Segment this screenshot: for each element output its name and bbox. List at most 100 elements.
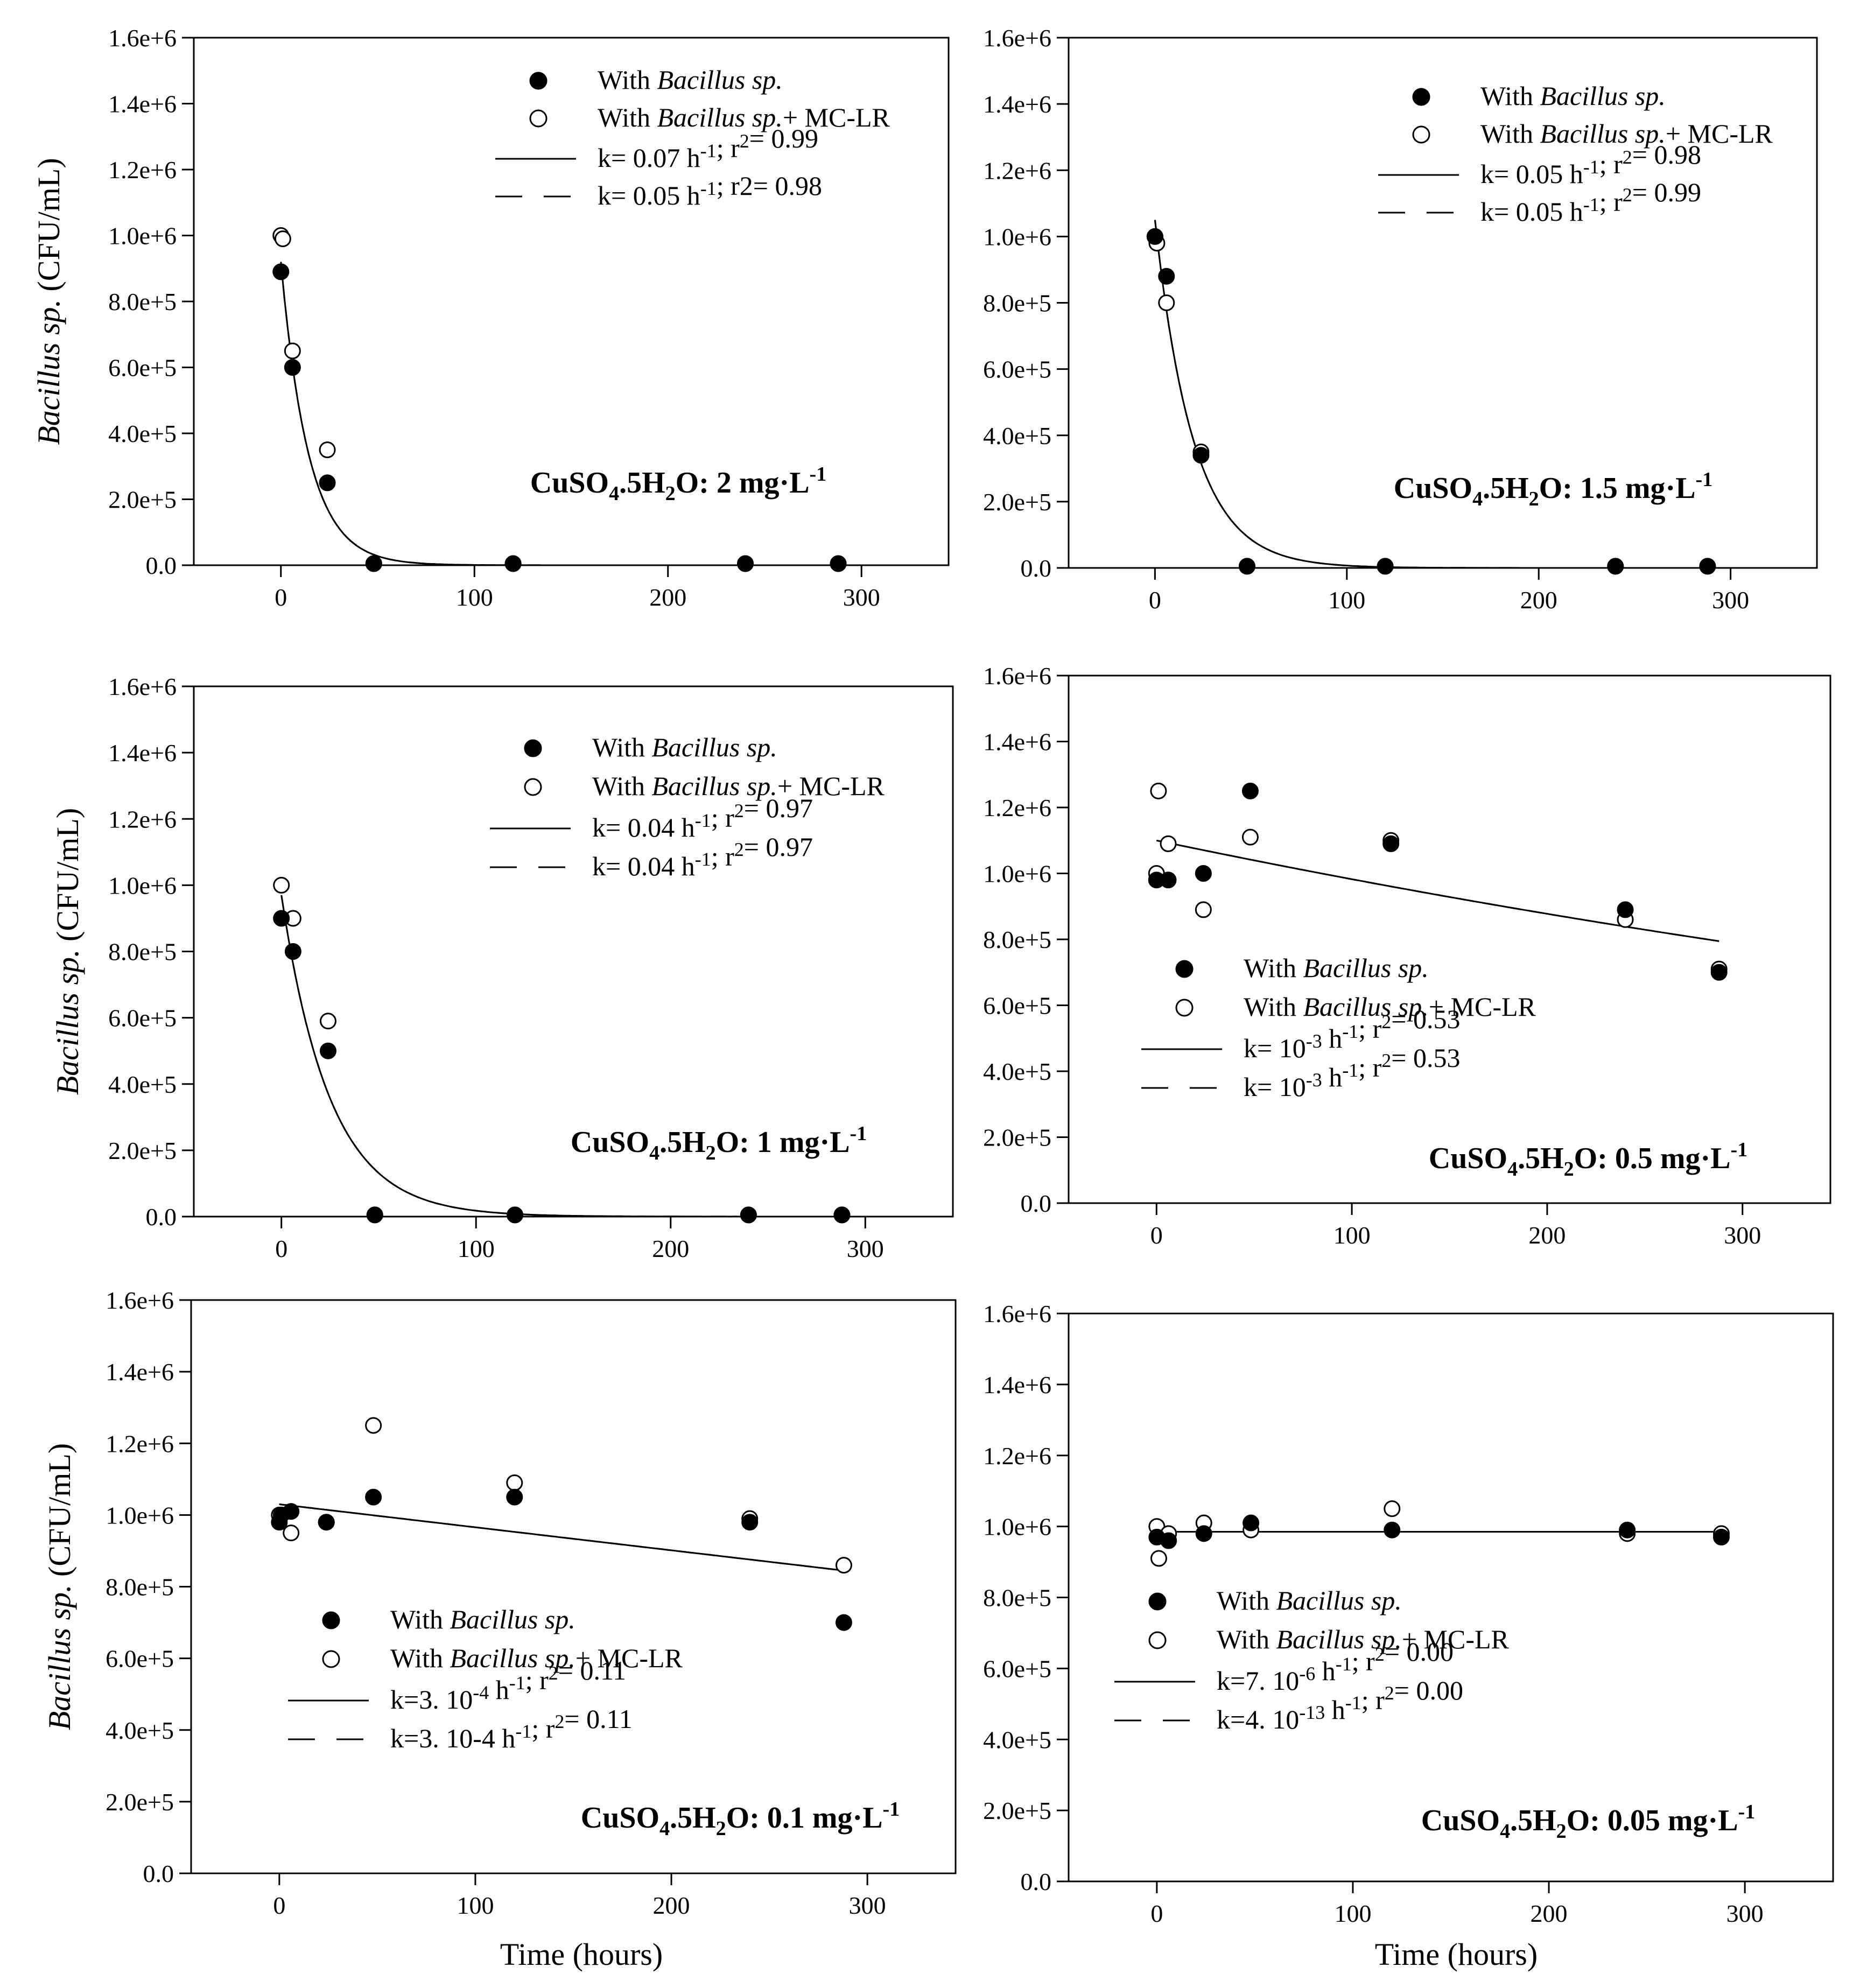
y-tick-label: 1.4e+6 [983,90,1051,118]
legend-fit-label: k=3. 10-4 h-1; r2= 0.11 [390,1704,633,1753]
legend-label: With Bacillus sp.+ MC-LR [1217,1624,1510,1654]
y-tick-label: 2.0e+5 [108,1137,177,1164]
x-tick-label: 100 [457,1892,494,1919]
point-bacillus [1699,558,1716,575]
y-tick-label: 1.0e+6 [108,222,177,250]
point-bacillus-mclr [1150,782,1167,799]
y-tick-label: 0.0 [1021,1190,1052,1217]
y-tick-label: 0.0 [146,552,177,579]
y-tick-label: 1.4e+6 [106,1358,174,1386]
fit-line-dashed [1156,839,1719,942]
legend-marker [524,778,542,796]
point-bacillus-mclr [1195,901,1212,918]
point-bacillus [365,1488,382,1506]
legend-fit-label: k= 0.05 h-1; r2= 0.98 [598,171,822,210]
condition-label: CuSO4.5H2O: 2 mg·L-1 [530,463,826,505]
legend-label: With Bacillus sp. [1217,1585,1402,1615]
x-tick-label: 0 [275,584,287,611]
point-bacillus [1158,268,1175,285]
condition-label: CuSO4.5H2O: 1.5 mg·L-1 [1394,468,1712,510]
point-bacillus-mclr [506,1474,523,1491]
legend-fit-label: k=3. 10-4 h-1; r2= 0.11 [390,1655,626,1715]
point-bacillus-mclr [273,876,290,894]
y-tick-label: 0.0 [1021,1868,1052,1895]
point-bacillus-mclr [1160,835,1177,852]
y-tick-label: 4.0e+5 [108,1071,177,1098]
x-axis-title: Time (hours) [500,1937,663,1972]
x-tick-label: 100 [1328,586,1365,614]
legend-fit-label: k= 0.05 h-1; r2= 0.99 [1480,177,1701,227]
y-tick-label: 1.6e+6 [983,24,1051,52]
point-bacillus [365,555,382,572]
x-tick-label: 300 [843,584,880,611]
point-bacillus [1384,1521,1401,1539]
legend-marker [529,72,548,90]
fit-line-dashed [280,895,842,1218]
point-bacillus [1243,1514,1260,1532]
point-bacillus [833,1206,851,1224]
legend-marker [1148,1592,1167,1611]
legend-fit-label: k=4. 10-13 h-1; r2= 0.00 [1217,1675,1463,1734]
y-tick-label: 8.0e+5 [106,1573,174,1601]
point-bacillus-mclr [835,1557,852,1574]
y-tick-label: 1.4e+6 [108,90,177,118]
point-bacillus [283,1503,300,1520]
point-bacillus [319,1042,336,1059]
legend-marker [322,1650,340,1668]
point-bacillus-mclr [1241,828,1259,846]
x-tick-label: 300 [1724,1221,1761,1249]
legend-fit-label: k= 10-3 h-1; r2= 0.53 [1244,1004,1460,1063]
legend-label: With Bacillus sp.+ MC-LR [390,1643,683,1673]
point-bacillus [740,1206,757,1224]
x-tick-label: 200 [653,1892,690,1919]
point-bacillus [1241,782,1259,799]
plot-frame [1068,1312,1834,1882]
y-tick-label: 1.6e+6 [108,24,177,52]
y-tick-label: 6.0e+5 [983,1655,1051,1682]
point-bacillus [1195,1525,1212,1542]
y-tick-label: 4.0e+5 [983,1058,1051,1085]
x-tick-label: 0 [1150,1221,1163,1249]
y-tick-label: 2.0e+5 [983,488,1051,516]
point-bacillus [1160,1532,1177,1549]
x-tick-label: 300 [1726,1900,1764,1927]
legend-label: With Bacillus sp. [1244,953,1429,983]
point-bacillus [737,555,754,572]
fit-line-solid [1156,839,1719,942]
y-tick-label: 8.0e+5 [983,1584,1051,1612]
fit-line-solid [280,262,839,566]
legend-label: With Bacillus sp.+ MC-LR [1480,118,1773,149]
point-bacillus [1377,558,1394,575]
panel-3: 0.0 2.0e+5 4.0e+5 6.0e+5 8.0e+5 1.0e+6 1.2e+6 1… [50,673,954,1262]
fit-line-dashed [280,262,839,566]
y-tick-label: 0.0 [146,1203,177,1231]
point-bacillus [366,1206,383,1224]
y-tick-label: 4.0e+5 [983,422,1051,449]
point-bacillus-mclr [1384,1500,1401,1518]
y-tick-label: 2.0e+5 [108,486,177,514]
y-tick-label: 1.2e+6 [983,794,1051,821]
y-tick-label: 2.0e+5 [983,1797,1051,1824]
point-bacillus [1382,835,1400,852]
legend-marker [1175,960,1194,978]
legend-label: With Bacillus sp. [598,65,783,95]
point-bacillus [318,1514,335,1531]
point-bacillus [284,359,301,376]
point-bacillus [1160,872,1177,889]
point-bacillus-mclr [283,1525,300,1542]
legend-label: With Bacillus sp. [390,1604,575,1634]
point-bacillus [1238,558,1255,575]
legend-fit-label: k= 0.05 h-1; r2= 0.98 [1480,139,1701,189]
point-bacillus [1607,558,1624,575]
plot-frame [190,1299,957,1874]
point-bacillus-mclr [1150,1550,1167,1567]
y-tick-label: 4.0e+5 [106,1717,174,1744]
y-tick-label: 6.0e+5 [983,356,1051,383]
legend-fit-label: k= 0.07 h-1; r2= 0.99 [598,123,818,173]
y-tick-label: 8.0e+5 [108,288,177,315]
y-tick-label: 1.0e+6 [983,860,1051,888]
y-tick-label: 0.0 [1021,554,1052,582]
fit-line-dashed [279,1503,844,1571]
x-tick-label: 200 [1520,586,1557,614]
legend-marker [524,739,542,757]
